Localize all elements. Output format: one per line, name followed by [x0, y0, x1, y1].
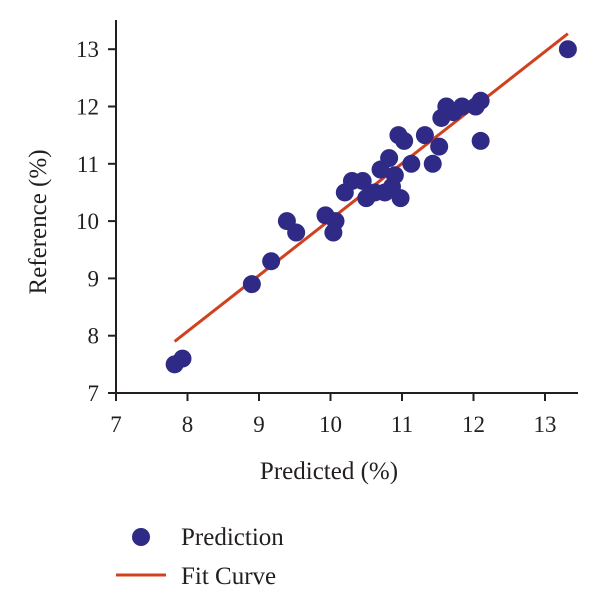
y-tick-label: 9: [88, 266, 100, 291]
y-tick-label: 10: [76, 209, 99, 234]
prediction-point: [173, 349, 192, 368]
prediction-point: [423, 154, 442, 173]
x-tick-label: 9: [253, 412, 265, 437]
x-tick-label: 13: [534, 412, 557, 437]
prediction-point: [471, 91, 490, 110]
prediction-point: [402, 154, 421, 173]
prediction-point: [391, 189, 410, 208]
axes: 7 8 9 10 11 12 13 7 8 9 10 11 12 13: [76, 20, 578, 437]
prediction-point: [326, 212, 345, 231]
legend: Prediction Fit Curve: [116, 524, 284, 590]
legend-prediction-label: Prediction: [181, 524, 284, 551]
x-tick-label: 11: [391, 412, 413, 437]
y-tick-label: 13: [76, 37, 99, 62]
prediction-point: [380, 149, 399, 168]
x-tick-label: 7: [110, 412, 122, 437]
prediction-point: [385, 166, 404, 185]
prediction-point: [453, 97, 472, 116]
prediction-point: [287, 223, 306, 242]
prediction-point: [353, 171, 372, 190]
plot-area: [165, 32, 577, 374]
prediction-point: [430, 137, 449, 156]
y-tick-label: 7: [88, 381, 100, 406]
prediction-point: [558, 40, 577, 59]
x-tick-label: 8: [182, 412, 194, 437]
x-tick-label: 10: [319, 412, 342, 437]
y-tick-label: 11: [77, 152, 99, 177]
y-tick-label: 12: [76, 95, 99, 120]
prediction-point: [395, 131, 414, 150]
prediction-point: [262, 252, 281, 271]
y-axis-title: Reference (%): [25, 149, 52, 294]
legend-prediction-marker: [132, 528, 150, 546]
y-tick-label: 8: [88, 324, 100, 349]
x-tick-label: 12: [462, 412, 485, 437]
legend-fit-curve-label: Fit Curve: [181, 563, 276, 590]
x-axis-title: Predicted (%): [260, 458, 398, 485]
prediction-point: [471, 131, 490, 150]
prediction-point: [242, 275, 261, 294]
prediction-point: [415, 126, 434, 145]
